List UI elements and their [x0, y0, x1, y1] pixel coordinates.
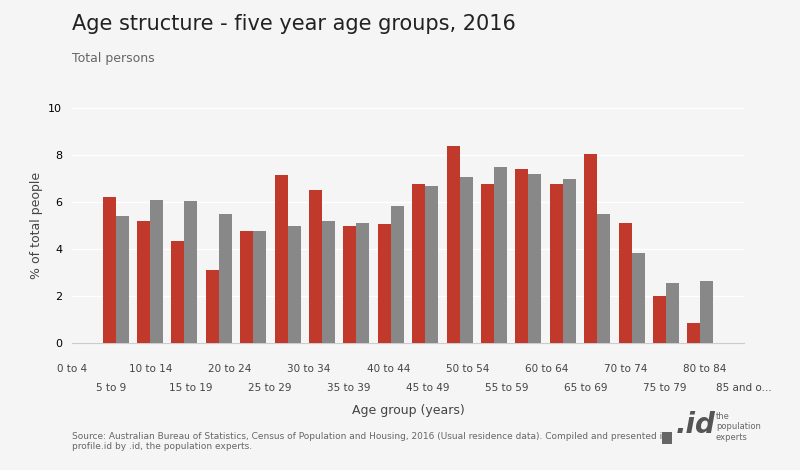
Bar [562, 179, 576, 343]
Bar [309, 190, 322, 343]
Bar [618, 223, 631, 343]
Bar [515, 169, 528, 343]
Text: 20 to 24: 20 to 24 [209, 364, 252, 374]
Bar [597, 214, 610, 343]
Bar [494, 167, 507, 343]
Bar [240, 231, 254, 343]
Text: 65 to 69: 65 to 69 [564, 383, 608, 393]
Text: the
population
experts: the population experts [716, 412, 761, 442]
Bar [412, 184, 425, 343]
Text: Age group (years): Age group (years) [352, 404, 464, 417]
Bar [288, 226, 301, 343]
Bar [185, 201, 198, 343]
Text: 25 to 29: 25 to 29 [248, 383, 291, 393]
Bar [528, 174, 542, 343]
Bar [584, 154, 597, 343]
Text: Age structure - five year age groups, 2016: Age structure - five year age groups, 20… [72, 14, 516, 34]
Text: 60 to 64: 60 to 64 [525, 364, 568, 374]
Bar [481, 184, 494, 343]
Bar [446, 146, 459, 343]
Bar [550, 184, 562, 343]
Bar [206, 270, 219, 343]
Text: 50 to 54: 50 to 54 [446, 364, 489, 374]
Bar [425, 186, 438, 343]
Bar [219, 214, 232, 343]
Bar [459, 177, 473, 343]
Bar [378, 224, 391, 343]
Text: Source: Australian Bureau of Statistics, Census of Population and Housing, 2016 : Source: Australian Bureau of Statistics,… [72, 432, 668, 451]
Bar [343, 226, 357, 343]
Text: 0 to 4: 0 to 4 [57, 364, 87, 374]
Text: 5 to 9: 5 to 9 [97, 383, 126, 393]
Bar [700, 281, 714, 343]
Bar [631, 252, 645, 343]
Bar [254, 231, 266, 343]
Bar [150, 200, 163, 343]
Text: 75 to 79: 75 to 79 [643, 383, 686, 393]
Bar [653, 296, 666, 343]
Text: 10 to 14: 10 to 14 [130, 364, 173, 374]
Text: Total persons: Total persons [72, 52, 154, 65]
Bar [137, 221, 150, 343]
Bar [171, 241, 185, 343]
Bar [687, 323, 700, 343]
Bar [102, 197, 116, 343]
Text: 80 to 84: 80 to 84 [682, 364, 726, 374]
Y-axis label: % of total people: % of total people [30, 172, 42, 279]
Text: .id: .id [676, 411, 716, 439]
Text: 45 to 49: 45 to 49 [406, 383, 450, 393]
Text: 85 and o...: 85 and o... [716, 383, 772, 393]
Text: 55 to 59: 55 to 59 [485, 383, 529, 393]
Text: 15 to 19: 15 to 19 [169, 383, 212, 393]
Text: 40 to 44: 40 to 44 [366, 364, 410, 374]
Bar [116, 216, 129, 343]
Bar [322, 221, 335, 343]
Text: 30 to 34: 30 to 34 [287, 364, 331, 374]
Bar [666, 283, 679, 343]
Bar [391, 206, 404, 343]
Bar [274, 175, 288, 343]
Text: 70 to 74: 70 to 74 [604, 364, 647, 374]
Text: 35 to 39: 35 to 39 [327, 383, 370, 393]
Bar [357, 223, 370, 343]
